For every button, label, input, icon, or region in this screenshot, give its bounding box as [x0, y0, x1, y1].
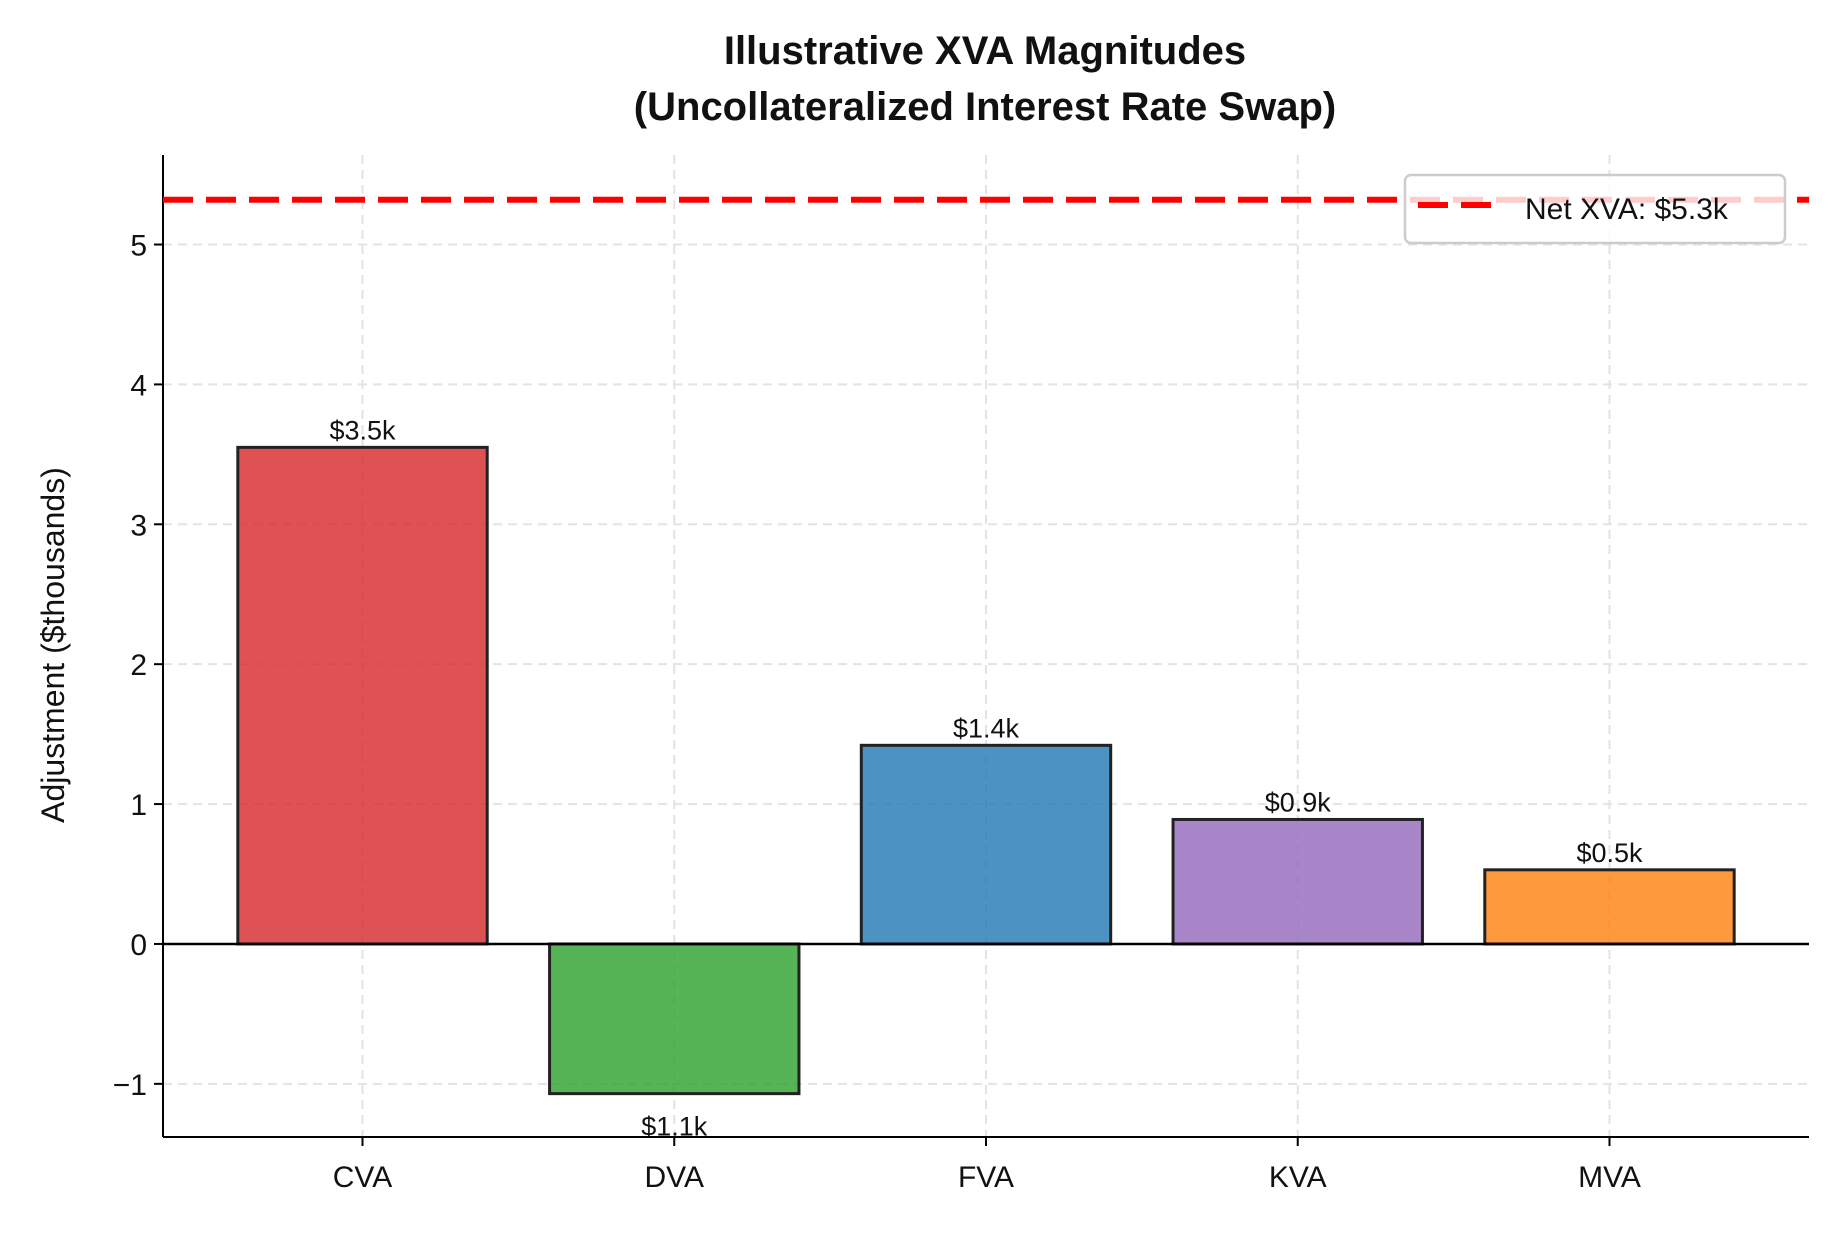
y-tick-label: 3 [130, 509, 147, 542]
x-tick-label: CVA [333, 1161, 392, 1194]
legend-label: Net XVA: $5.3k [1525, 193, 1729, 226]
bar-dva [548, 942, 801, 1096]
bar-fva [859, 743, 1113, 946]
bar-cva [236, 445, 489, 946]
y-tick-label: 4 [130, 369, 147, 402]
x-tick-label: KVA [1269, 1161, 1327, 1194]
x-tick-label: DVA [645, 1161, 704, 1194]
x-tick-label: MVA [1578, 1161, 1641, 1194]
data-label: $0.5k [1576, 838, 1643, 868]
bar-mva [1483, 868, 1736, 946]
y-tick-label: 5 [130, 230, 147, 263]
data-label: $0.9k [1265, 787, 1332, 817]
data-label: $3.5k [329, 415, 396, 445]
y-axis-label: Adjustment ($thousands) [35, 467, 71, 823]
y-tick-label: 1 [130, 789, 147, 822]
bar-kva [1171, 817, 1424, 946]
chart-subtitle: (Uncollateralized Interest Rate Swap) [634, 85, 1336, 129]
x-tick-label: FVA [958, 1161, 1014, 1194]
chart-title: Illustrative XVA Magnitudes [724, 29, 1246, 73]
y-tick-label: 0 [130, 929, 147, 962]
data-label: $1.4k [953, 713, 1020, 743]
y-tick-label: 2 [130, 649, 147, 682]
y-tick-label: −1 [113, 1069, 147, 1102]
legend-box [1403, 173, 1787, 245]
